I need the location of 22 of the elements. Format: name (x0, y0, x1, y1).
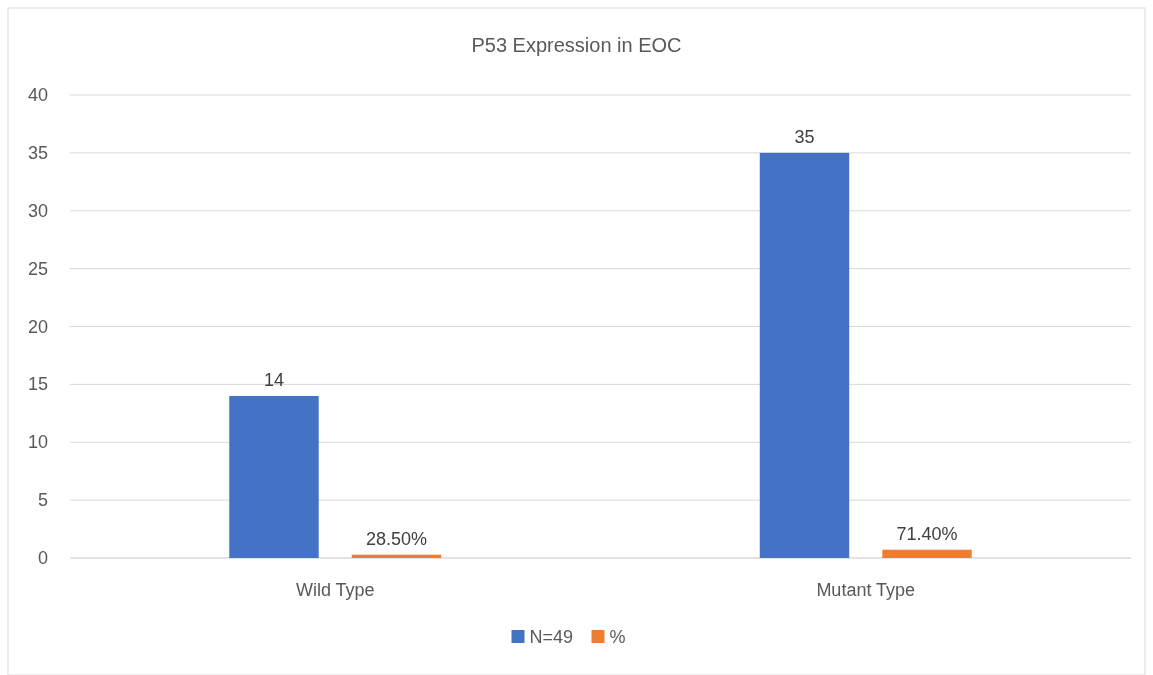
data-label: 71.40% (896, 523, 958, 544)
bar (229, 395, 319, 558)
y-tick-label: 5 (37, 490, 48, 511)
y-tick-label: 15 (27, 374, 48, 395)
y-tick-label: 40 (27, 85, 48, 105)
bar (759, 152, 850, 558)
y-tick-label: 10 (27, 432, 48, 453)
legend-label: % (609, 627, 626, 647)
bar (351, 554, 442, 558)
y-tick-label: 35 (27, 142, 48, 163)
x-tick-label: Wild Type (295, 580, 375, 600)
y-tick-label: 0 (37, 548, 48, 568)
legend-label: N=49 (529, 627, 574, 647)
bar (882, 549, 972, 558)
y-tick-label: 30 (27, 200, 48, 221)
chart-title: P53 Expression in EOC (471, 34, 682, 56)
y-tick-label: 25 (27, 258, 48, 279)
y-tick-label: 20 (27, 316, 48, 337)
data-label: 35 (794, 126, 815, 147)
x-tick-label: Mutant Type (816, 580, 916, 600)
data-label: 14 (263, 369, 285, 390)
data-label: 28.50% (365, 528, 428, 549)
